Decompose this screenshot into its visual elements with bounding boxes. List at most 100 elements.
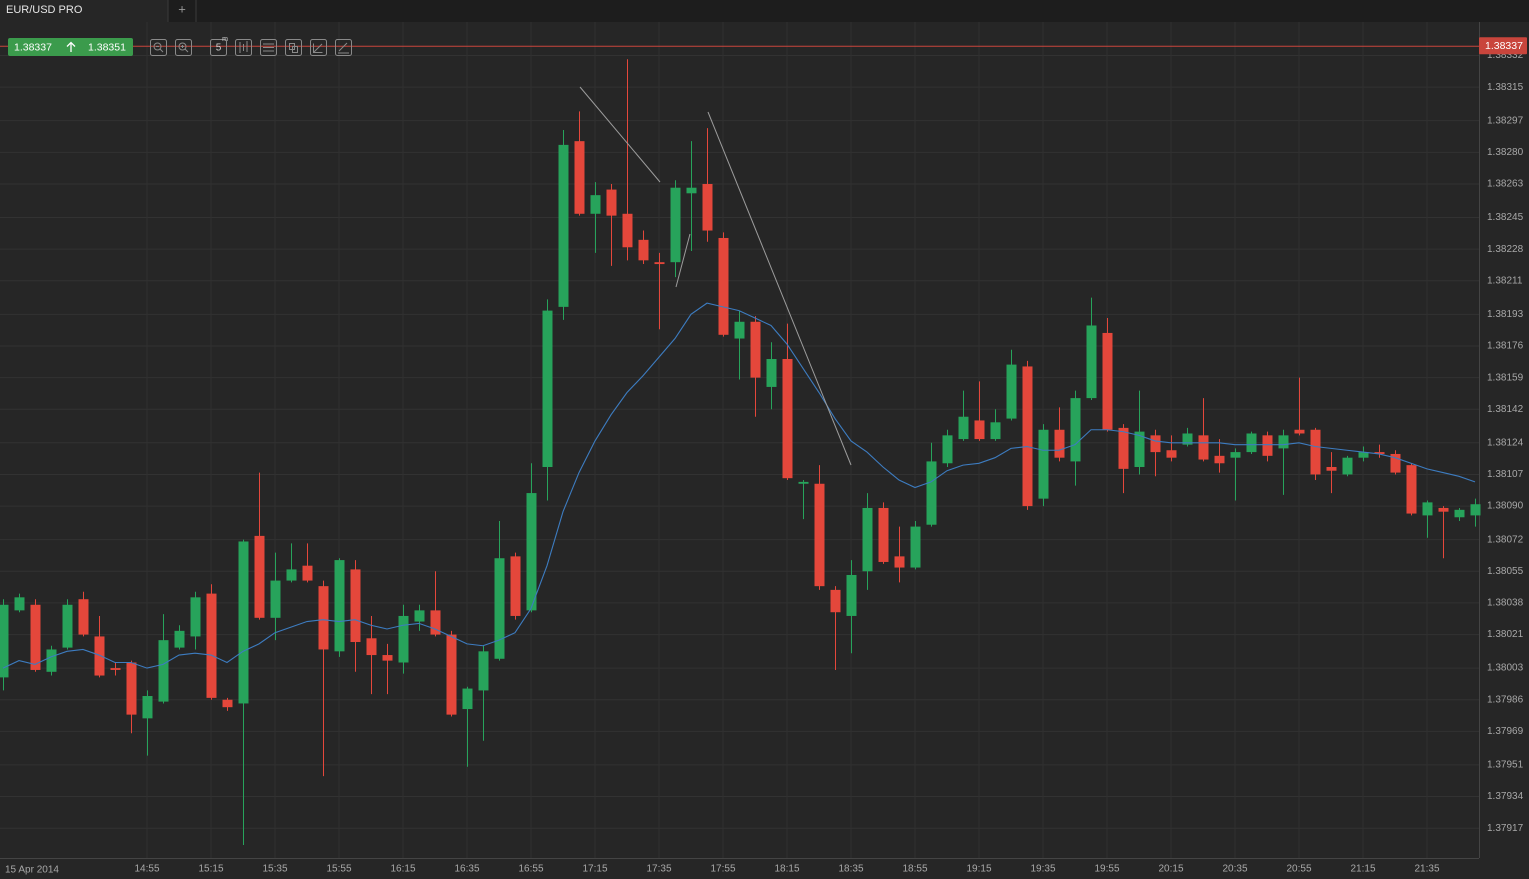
candle-body <box>94 636 105 676</box>
y-tick-label: 1.38038 <box>1487 598 1524 609</box>
candle-body <box>1310 429 1321 475</box>
x-tick-label: 20:35 <box>1222 864 1247 875</box>
y-tick-label: 1.38124 <box>1487 437 1524 448</box>
candle-body <box>478 651 489 691</box>
candle-body <box>1022 366 1033 507</box>
candle-body <box>1054 429 1065 458</box>
interval-button[interactable]: 5 m <box>210 36 229 56</box>
candle-body <box>782 359 793 479</box>
icon <box>313 43 323 53</box>
tab-title[interactable]: EUR/USD PRO <box>6 4 83 16</box>
indicators-button[interactable] <box>260 39 277 56</box>
candle-body <box>302 565 313 581</box>
candle-body <box>30 604 41 670</box>
x-tick-label: 19:15 <box>966 864 991 875</box>
candle-body <box>142 696 153 719</box>
candle-body <box>958 416 969 440</box>
y-tick-label: 1.38297 <box>1487 115 1524 126</box>
candle-body <box>398 615 409 663</box>
y-tick-label: 1.37917 <box>1487 823 1524 834</box>
x-tick-label: 14:55 <box>134 864 159 875</box>
candle-body <box>1262 435 1273 456</box>
candle-body <box>1230 452 1241 458</box>
x-tick-label: 15:35 <box>262 864 287 875</box>
y-tick-label: 1.37951 <box>1487 760 1524 771</box>
y-tick-label: 1.38107 <box>1487 469 1524 480</box>
candle-body <box>494 558 505 659</box>
x-tick-label: 16:35 <box>454 864 479 875</box>
chart-type-button[interactable] <box>235 39 252 56</box>
candle-body <box>462 688 473 710</box>
y-tick-label: 1.38003 <box>1487 663 1524 674</box>
icon <box>181 45 189 53</box>
x-tick-label: 17:35 <box>646 864 671 875</box>
candle-body <box>654 262 665 265</box>
icon <box>263 43 274 52</box>
x-tick-label: 18:55 <box>902 864 927 875</box>
x-tick-label: 16:55 <box>518 864 543 875</box>
zoom-out-button[interactable] <box>150 39 167 56</box>
candle-body <box>1326 466 1337 471</box>
candle-body <box>606 189 617 216</box>
candle-body <box>734 321 745 339</box>
candle-body <box>1070 398 1081 462</box>
trend-line[interactable] <box>579 86 661 183</box>
trend-line[interactable] <box>675 233 691 288</box>
candle-body <box>846 574 857 616</box>
candle-body <box>1438 507 1449 512</box>
candle-body <box>542 310 553 467</box>
candle-body <box>1006 364 1017 419</box>
candle-body <box>62 604 73 648</box>
trend-line[interactable] <box>707 111 852 466</box>
tab[interactable] <box>0 0 168 22</box>
drawings <box>579 86 852 466</box>
candle-body <box>1278 435 1289 449</box>
candle-body <box>238 541 249 704</box>
candle-body <box>110 668 121 670</box>
candle-body <box>366 638 377 656</box>
draw-button[interactable] <box>310 39 327 56</box>
candle-body <box>894 556 905 568</box>
x-tick-label: 17:15 <box>582 864 607 875</box>
candle-body <box>0 604 9 678</box>
candle-body <box>574 141 585 214</box>
candle-body <box>1166 450 1177 458</box>
candle-body <box>1374 452 1385 454</box>
copy-button[interactable] <box>285 39 302 56</box>
y-tick-label: 1.38315 <box>1487 82 1524 93</box>
new-tab-button[interactable]: + <box>178 1 186 16</box>
y-tick-label: 1.38176 <box>1487 341 1524 352</box>
icon <box>178 42 187 51</box>
interval-unit: m <box>222 36 228 43</box>
candle-body <box>46 649 57 672</box>
icon <box>338 42 349 54</box>
overlay: 1.38332 1.38315 1.38297 1.38280 1.38263 1.382… <box>0 37 1527 876</box>
candle-body <box>702 183 713 231</box>
candle-body <box>174 630 185 648</box>
button-frame <box>235 39 252 56</box>
x-tick-label: 21:35 <box>1414 864 1439 875</box>
last-price-label: 1.38337 <box>1485 40 1523 52</box>
x-tick-label: 15:55 <box>326 864 351 875</box>
candle-body <box>878 507 889 562</box>
clear-drawings-button[interactable] <box>335 39 352 56</box>
x-tick-label: 15:15 <box>198 864 223 875</box>
candle-body <box>638 239 649 261</box>
candle-body <box>1198 435 1209 460</box>
icon <box>239 41 248 53</box>
candle-body <box>1102 332 1113 430</box>
candle-body <box>1214 455 1225 464</box>
date-label: 15 Apr 2014 <box>5 865 59 876</box>
zoom-in-button[interactable] <box>175 39 192 56</box>
y-tick-label: 1.38055 <box>1487 566 1524 577</box>
candle-body <box>1390 453 1401 473</box>
x-tick-label: 19:35 <box>1030 864 1055 875</box>
candle-body <box>1422 502 1433 516</box>
candle-body <box>158 640 169 702</box>
candle-body <box>974 420 985 440</box>
candle-body <box>382 655 393 661</box>
candle-body <box>862 507 873 572</box>
x-tick-label: 20:55 <box>1286 864 1311 875</box>
y-tick-label: 1.38193 <box>1487 309 1524 320</box>
